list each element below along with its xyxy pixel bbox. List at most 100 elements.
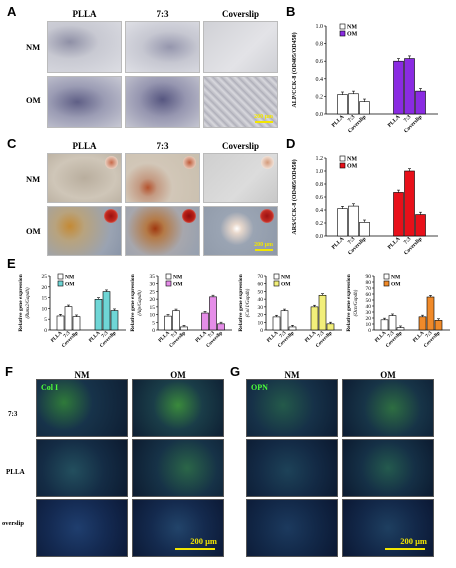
bar-om — [415, 90, 426, 115]
y-tick-label: 0 — [44, 328, 47, 334]
bar-om — [418, 316, 427, 331]
f-row-73: 7:3 — [8, 410, 18, 418]
x-tick-label: PLLA — [88, 331, 101, 344]
c-col-plla: PLLA — [72, 141, 97, 151]
alp-stain-image-73-nm — [125, 21, 200, 73]
y-tick-label: 40 — [258, 297, 264, 303]
legend-swatch-nm — [339, 155, 346, 162]
x-tick-label: PLLA — [158, 331, 171, 344]
x-tick-label: PLLA — [50, 331, 63, 344]
bar-nm — [337, 94, 348, 115]
y-axis-gene-label: (Ocn/Gapdh) — [354, 289, 359, 316]
legend-swatch-nm — [339, 23, 346, 30]
f-row-coverslip: overslip — [2, 520, 25, 527]
y-tick-label: 15 — [42, 296, 48, 302]
x-tick-label: 7:3 — [317, 331, 326, 340]
y-tick-label: 0.4 — [316, 77, 324, 83]
y-tick-label: 10 — [42, 306, 48, 312]
x-tick-label: PLLA — [331, 236, 346, 251]
y-tick-label: 5 — [152, 320, 155, 326]
bar-nm — [337, 208, 348, 237]
panel-label-a: A — [7, 4, 17, 19]
x-tick-label: PLLA — [304, 331, 317, 344]
bar-nm — [180, 326, 188, 331]
legend-swatch-om — [57, 280, 64, 287]
c-col-coverslip: Coverslip — [222, 141, 259, 151]
legend-swatch-om — [339, 30, 346, 37]
y-tick-label: 40 — [366, 304, 372, 310]
c-row-nm: NM — [26, 174, 41, 184]
col1-image-plla-om — [132, 439, 224, 497]
y-tick-label: 0.4 — [316, 208, 324, 214]
y-axis-label: Relative gene expression — [346, 274, 352, 331]
y-tick-label: 25 — [150, 289, 156, 295]
y-tick-label: 0 — [260, 328, 263, 334]
x-tick-label: PLLA — [195, 331, 208, 344]
y-tick-label: 70 — [258, 274, 264, 280]
opn-image-plla-om — [342, 439, 434, 497]
opn-image-73-nm: OPN — [246, 379, 338, 437]
ars-well-inset — [104, 209, 118, 223]
bar-om — [434, 320, 443, 331]
f-scale-label: 200 μm — [190, 536, 217, 546]
bar-om — [393, 60, 404, 115]
legend-swatch-nm — [57, 273, 64, 280]
g-col-om: OM — [380, 370, 396, 380]
y-axis-label: ARS/CCK-8 (OD405/OD450) — [291, 159, 298, 234]
alp-stain-image-coverslip-om: 200 μm — [203, 76, 278, 128]
y-axis-gene-label: (Col I/Gapdh) — [246, 288, 251, 317]
legend-label-nm: NM — [173, 275, 183, 281]
bar-nm — [56, 315, 65, 331]
c-scale-bar — [255, 249, 273, 251]
y-axis-label: Relative gene expression — [130, 274, 136, 331]
col1-stain-label: Col I — [41, 383, 59, 392]
legend-label-om: OM — [391, 282, 401, 288]
x-tick-label: 7:3 — [347, 236, 357, 246]
legend-swatch-om — [273, 280, 280, 287]
legend-swatch-om — [165, 280, 172, 287]
ars-well-inset — [260, 209, 274, 223]
x-tick-label: 7:3 — [403, 236, 413, 246]
chart-runx2: 0 5 10 15 20 25 Relative gene expression (Runx2… — [18, 273, 126, 349]
bar-om — [404, 58, 415, 115]
bar-nm — [359, 222, 370, 237]
y-tick-label: 0.0 — [316, 112, 324, 118]
x-tick-label: 7:3 — [387, 331, 396, 340]
x-tick-label: 7:3 — [279, 331, 288, 340]
opn-image-coverslip-nm — [246, 499, 338, 557]
bar-om — [326, 323, 335, 331]
panel-label-b: B — [286, 4, 296, 19]
bar-nm — [280, 310, 289, 331]
y-axis-label: ALP/CCK-8 (OD405/OD450) — [291, 32, 298, 107]
legend-label-nm: NM — [347, 157, 357, 163]
alp-stain-image-coverslip-nm — [203, 21, 278, 73]
legend-label-om: OM — [65, 282, 75, 288]
bar-nm — [359, 101, 370, 115]
alp-stain-image-plla-om — [47, 76, 122, 128]
f-col-nm: NM — [74, 370, 90, 380]
chart-alp-cck8: 0.0 0.2 0.4 0.6 0.8 1.0 ALP/CCK-8 (OD405/OD450… — [291, 23, 438, 134]
ars-stain-image-73-om — [125, 206, 200, 256]
legend-label-om: OM — [281, 282, 291, 288]
ars-stain-image-coverslip-om: 200 μm — [203, 206, 278, 256]
chart-ars-cck8: 0.0 0.2 0.4 0.6 0.8 1.0 1.2 ARS/CCK-8 (OD405/OD… — [291, 155, 438, 256]
bar-om — [310, 306, 319, 331]
x-tick-label: 7:3 — [208, 331, 217, 340]
ars-well-inset — [105, 156, 118, 169]
f-col-om: OM — [170, 370, 186, 380]
bar-om — [102, 291, 111, 331]
bar-nm — [348, 205, 359, 237]
legend-swatch-om — [339, 162, 346, 169]
bar-nm — [380, 319, 389, 331]
y-axis-label: Relative gene expression — [18, 274, 24, 331]
y-tick-label: 30 — [258, 305, 264, 311]
g-col-nm: NM — [284, 370, 300, 380]
y-tick-label: 50 — [258, 289, 264, 295]
bar-om — [426, 296, 435, 331]
y-tick-label: 35 — [150, 274, 156, 280]
opn-image-coverslip-om: 200 μm — [342, 499, 434, 557]
y-tick-label: 60 — [258, 282, 264, 288]
y-tick-label: 60 — [366, 292, 372, 298]
y-tick-label: 0.6 — [316, 195, 324, 201]
